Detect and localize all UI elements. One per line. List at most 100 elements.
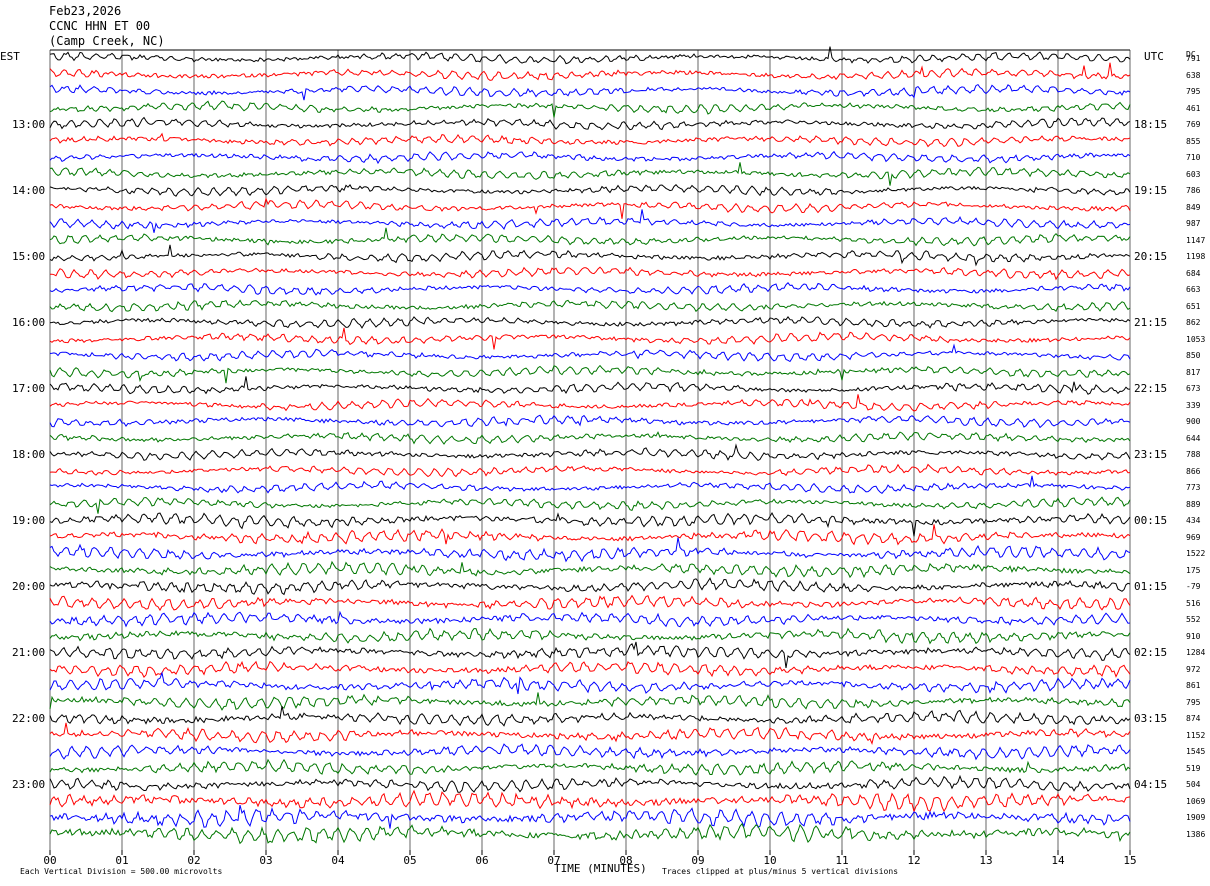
x-tick-label: 02 xyxy=(187,854,200,867)
dc-offset-value: 910 xyxy=(1186,631,1201,641)
est-hour-label: 18:00 xyxy=(12,448,46,462)
x-tick-label: 05 xyxy=(403,854,416,867)
seismic-trace-47 xyxy=(49,822,1131,845)
dc-offset-value: 773 xyxy=(1186,483,1201,493)
seismic-trace-16 xyxy=(49,316,1131,329)
dc-offset-value: 504 xyxy=(1186,780,1201,790)
utc-hour-label: 22:15 xyxy=(1134,382,1168,396)
dc-offset-value: 519 xyxy=(1186,763,1201,773)
dc-offset-value: 175 xyxy=(1186,565,1201,575)
dc-offset-value: 434 xyxy=(1186,516,1201,526)
dc-offset-value: 791 xyxy=(1186,54,1201,63)
est-hour-label: 16:00 xyxy=(12,316,46,330)
seismic-trace-11 xyxy=(49,227,1131,247)
dc-offset-value: 1909 xyxy=(1186,813,1206,823)
seismic-trace-4 xyxy=(49,116,1131,131)
est-hour-label: 21:00 xyxy=(12,646,46,660)
seismic-trace-25 xyxy=(49,463,1131,478)
utc-hour-label: 02:15 xyxy=(1134,646,1168,660)
seismic-trace-38 xyxy=(49,671,1131,695)
utc-hour-label: 00:15 xyxy=(1134,514,1168,528)
dc-offset-value: 972 xyxy=(1186,664,1201,674)
seismic-trace-12 xyxy=(49,244,1131,267)
dc-offset-value: 786 xyxy=(1186,186,1201,196)
dc-offset-value: 1053 xyxy=(1186,334,1206,344)
utc-hour-label: 20:15 xyxy=(1134,250,1168,264)
seismic-trace-41 xyxy=(49,722,1131,745)
utc-hour-label: 01:15 xyxy=(1134,580,1168,594)
dc-offset-value: 1545 xyxy=(1186,747,1206,757)
est-hour-label: 23:00 xyxy=(12,778,46,792)
station-location: (Camp Creek, NC) xyxy=(49,34,165,48)
dc-offset-value: 1069 xyxy=(1186,796,1206,806)
dc-offset-value: -79 xyxy=(1186,582,1201,592)
est-hour-label: 14:00 xyxy=(12,184,46,198)
seismic-trace-23 xyxy=(49,431,1131,445)
x-tick-label: 09 xyxy=(691,854,704,867)
dc-offset-value: 1284 xyxy=(1186,648,1206,658)
dc-offset-value: 817 xyxy=(1186,367,1201,377)
dc-offset-value: 866 xyxy=(1186,466,1201,476)
seismic-traces xyxy=(49,46,1131,845)
dc-offset-value: 461 xyxy=(1186,103,1201,113)
utc-hour-label: 23:15 xyxy=(1134,448,1168,462)
dc-offset-value: 1386 xyxy=(1186,830,1206,839)
x-tick-label: 07 xyxy=(547,854,560,867)
seismic-trace-21 xyxy=(49,394,1131,412)
dc-offset-value: 855 xyxy=(1186,136,1201,146)
utc-hour-label: 21:15 xyxy=(1134,316,1168,330)
dc-offset-value: 795 xyxy=(1186,87,1201,97)
x-tick-label: 04 xyxy=(331,854,345,867)
est-hour-label: 17:00 xyxy=(12,382,46,396)
scale-note: Each Vertical Division = 500.00 microvol… xyxy=(20,867,223,876)
seismic-trace-35 xyxy=(49,627,1131,645)
utc-hour-label: 04:15 xyxy=(1134,778,1168,792)
seismic-trace-42 xyxy=(49,743,1131,761)
utc-hour-label: 19:15 xyxy=(1134,184,1168,198)
x-tick-label: 10 xyxy=(763,854,776,867)
x-tick-label: 12 xyxy=(907,854,920,867)
seismic-trace-24 xyxy=(49,443,1131,462)
seismic-trace-14 xyxy=(49,282,1131,296)
seismic-trace-15 xyxy=(49,299,1131,313)
dc-offset-value: 849 xyxy=(1186,202,1201,212)
dc-offset-value: 710 xyxy=(1186,153,1201,163)
seismic-trace-43 xyxy=(49,758,1131,776)
seismic-trace-27 xyxy=(49,496,1131,514)
seismic-trace-32 xyxy=(49,577,1131,596)
seismic-trace-37 xyxy=(49,660,1131,678)
seismic-trace-39 xyxy=(49,692,1131,711)
seismic-trace-6 xyxy=(49,150,1131,165)
seismic-trace-7 xyxy=(49,162,1131,186)
dc-offset-value: 1198 xyxy=(1186,252,1206,262)
dc-offset-value: 987 xyxy=(1186,219,1201,229)
utc-hour-label: 03:15 xyxy=(1134,712,1168,726)
dc-offset-value: 603 xyxy=(1186,169,1201,179)
chart-date: Feb23,2026 xyxy=(49,4,122,18)
dc-offset-value: 788 xyxy=(1186,450,1201,460)
seismic-trace-10 xyxy=(49,209,1131,233)
x-tick-label: 14 xyxy=(1051,854,1065,867)
seismic-trace-29 xyxy=(49,524,1131,546)
seismic-trace-19 xyxy=(49,364,1131,384)
seismic-trace-30 xyxy=(49,537,1131,563)
seismic-trace-46 xyxy=(49,804,1131,829)
seismic-trace-5 xyxy=(49,132,1131,148)
x-tick-label: 15 xyxy=(1123,854,1136,867)
x-tick-label: 00 xyxy=(43,854,56,867)
station-code: CCNC HHN ET 00 xyxy=(49,19,151,33)
est-hour-label: 20:00 xyxy=(12,580,46,594)
clip-note: Traces clipped at plus/minus 5 vertical … xyxy=(662,867,899,876)
utc-hour-label: 18:15 xyxy=(1134,118,1168,132)
dc-offset-value: 900 xyxy=(1186,417,1201,427)
dc-offset-value: 1522 xyxy=(1186,549,1206,559)
dc-offset-value: 638 xyxy=(1186,70,1201,80)
dc-offset-value: 1152 xyxy=(1186,730,1206,740)
dc-offset-value: 684 xyxy=(1186,268,1201,278)
utc-timezone-label: UTC xyxy=(1144,50,1164,63)
x-tick-label: 08 xyxy=(619,854,632,867)
seismic-trace-1 xyxy=(49,62,1131,81)
est-hour-label: 19:00 xyxy=(12,514,46,528)
seismic-trace-18 xyxy=(49,343,1131,363)
